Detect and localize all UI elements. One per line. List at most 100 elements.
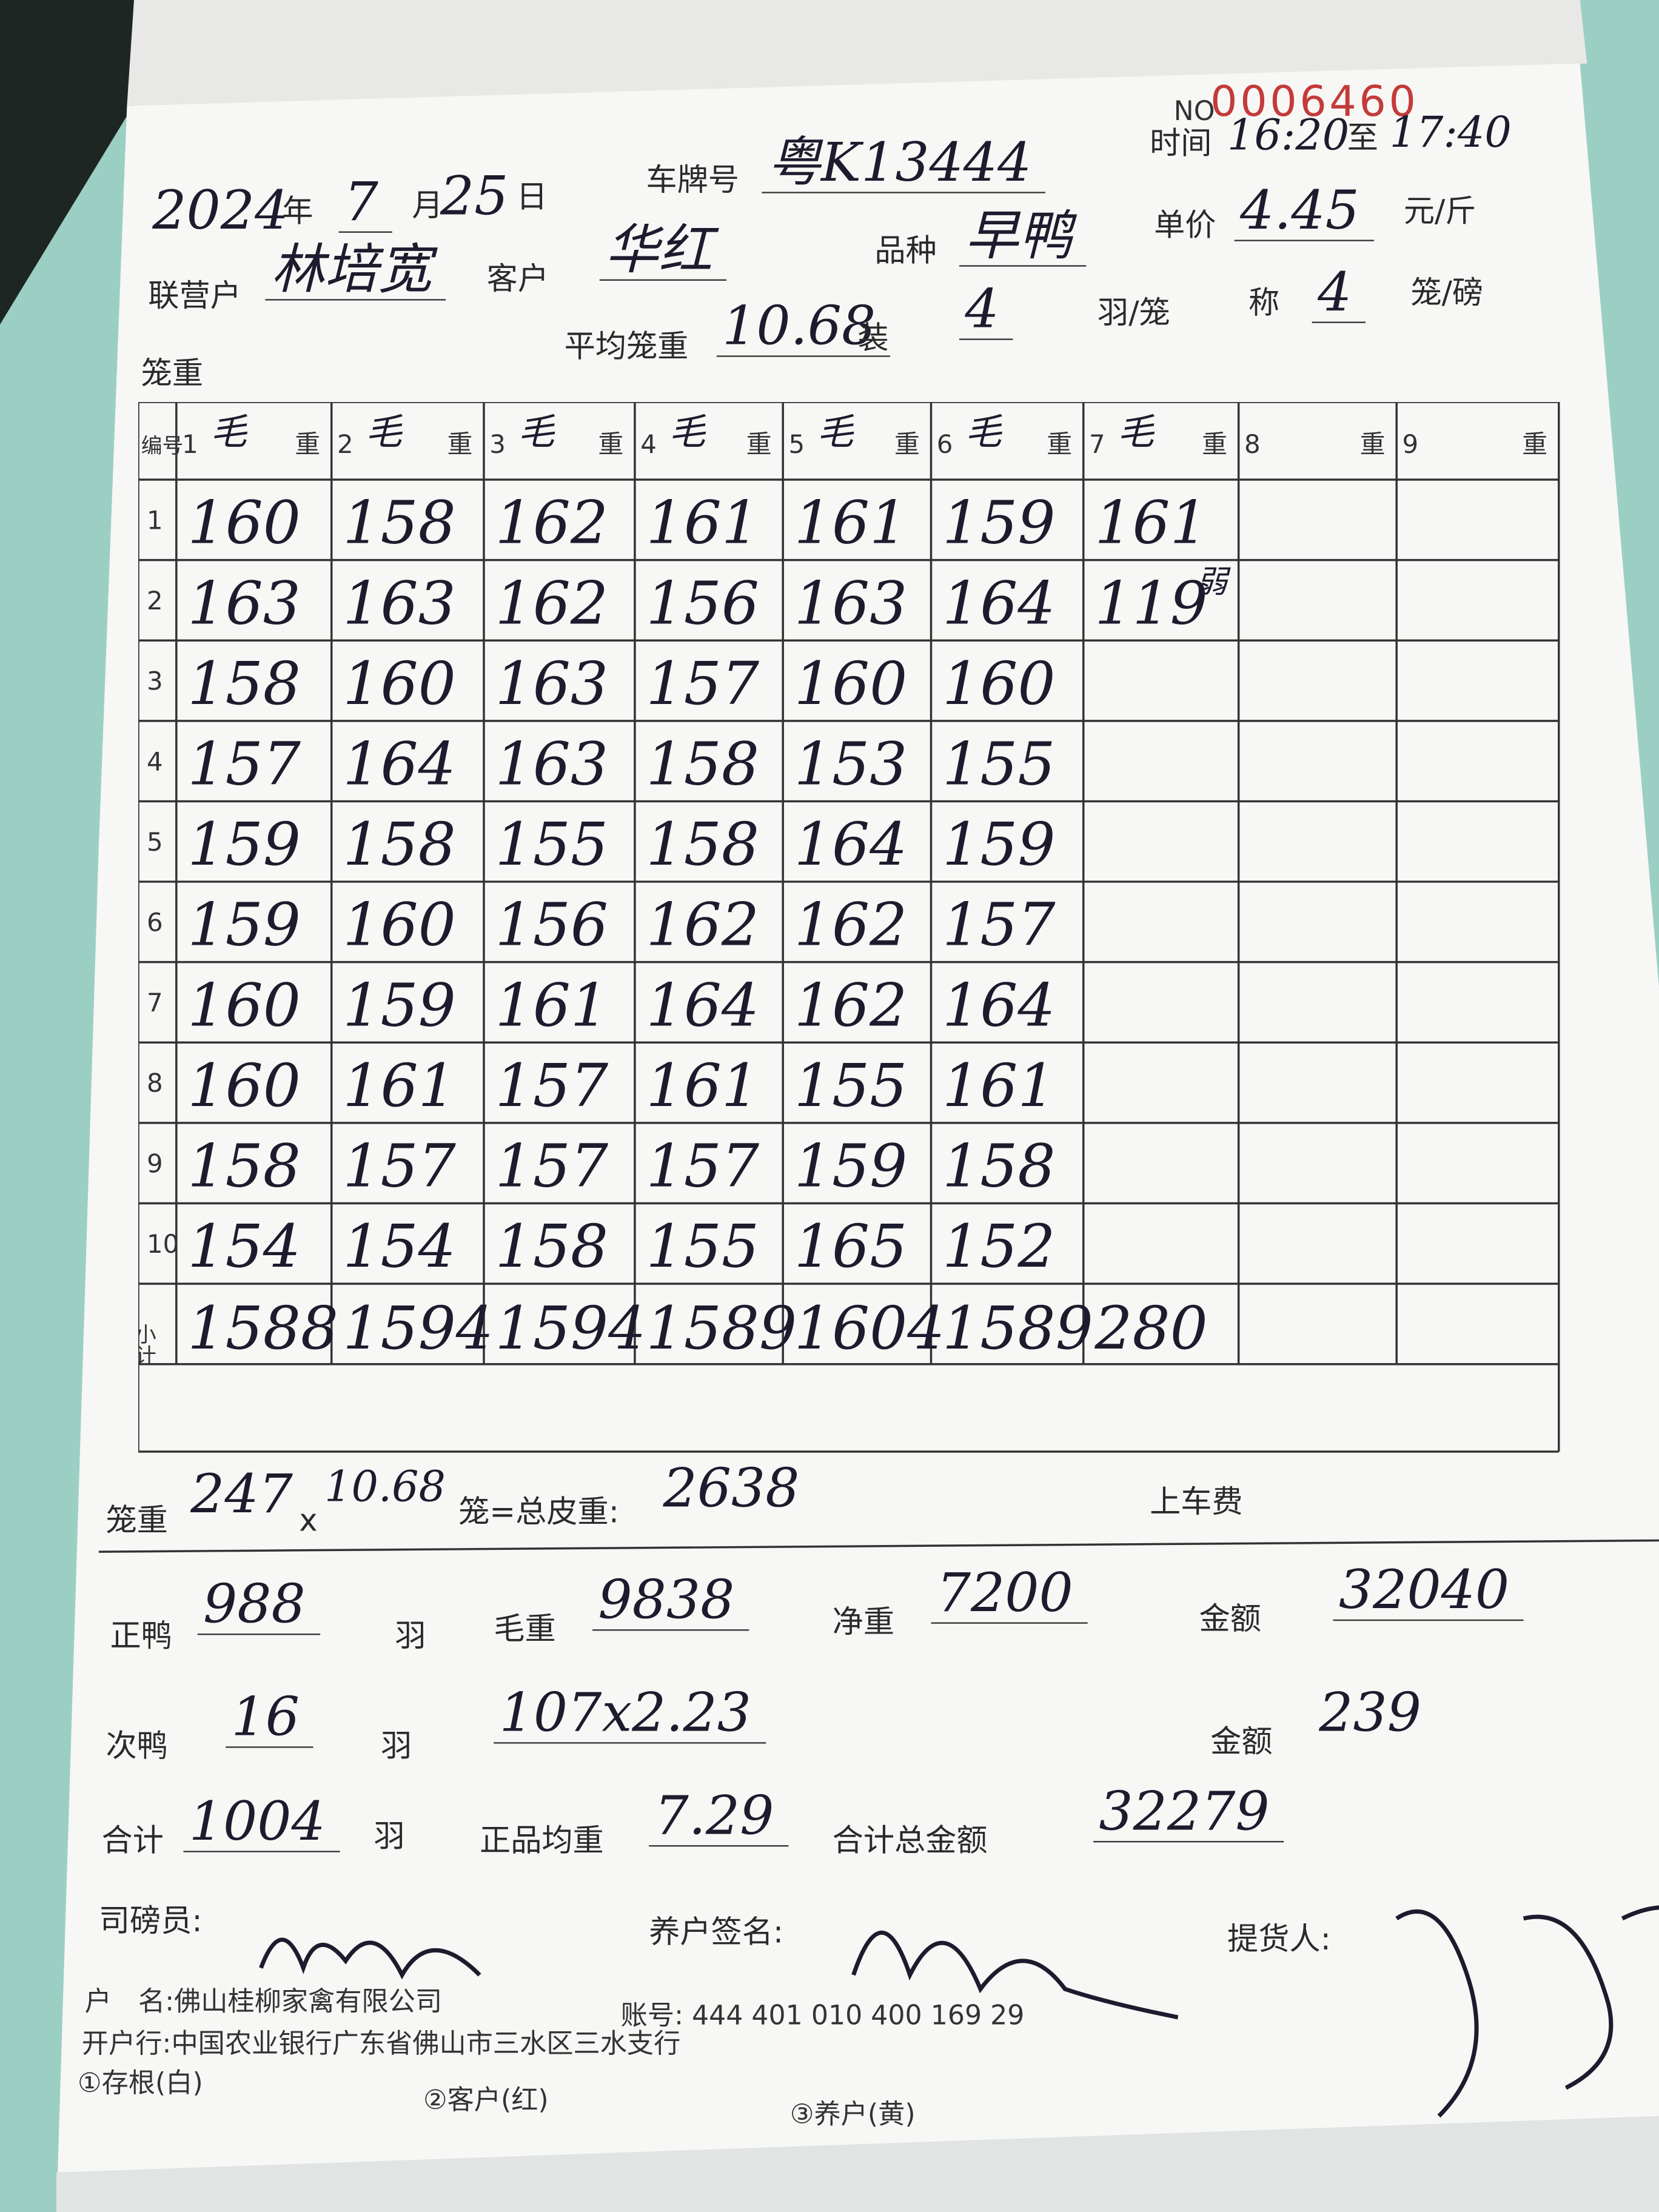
weight: 164 bbox=[794, 810, 908, 879]
weight: 163 bbox=[495, 649, 608, 719]
col-number: 4 bbox=[640, 429, 657, 459]
weight: 162 bbox=[495, 489, 608, 558]
weight: 159 bbox=[343, 971, 456, 1040]
weight: 153 bbox=[794, 730, 908, 799]
weight: 161 bbox=[942, 1051, 1056, 1121]
weight: 1594 bbox=[343, 1294, 494, 1363]
weight: 158 bbox=[646, 810, 760, 879]
col-number: 5 bbox=[789, 429, 805, 459]
row-number: 8 bbox=[147, 1068, 163, 1098]
paper-shadow bbox=[56, 2116, 1659, 2212]
field: 笼/磅 bbox=[1410, 276, 1484, 312]
weight: 155 bbox=[495, 810, 608, 879]
weight: 157 bbox=[646, 1132, 760, 1201]
col-unit: 重 bbox=[894, 429, 920, 459]
weight: 152 bbox=[942, 1212, 1056, 1281]
weight: 161 bbox=[1094, 489, 1207, 558]
field: 金额 bbox=[1199, 1602, 1261, 1638]
col-handwritten: 毛 bbox=[366, 411, 403, 454]
weight: 1604 bbox=[794, 1294, 945, 1363]
weight: 1594 bbox=[495, 1294, 646, 1363]
weight: 1589 bbox=[942, 1294, 1093, 1363]
torn-stub bbox=[127, 0, 1587, 106]
subtotal-label: 小计 bbox=[138, 1323, 156, 1366]
weight: 160 bbox=[343, 649, 456, 719]
paper bbox=[56, 63, 1659, 2212]
field: 239 bbox=[1319, 1681, 1422, 1744]
field: ②客户(红) bbox=[423, 2085, 549, 2116]
field: 9838 bbox=[592, 1573, 749, 1631]
signature bbox=[851, 1930, 1179, 2020]
field: 司磅员: bbox=[98, 1904, 203, 1940]
weight: 280 bbox=[1094, 1294, 1208, 1363]
col-number: 8 bbox=[1244, 429, 1261, 459]
col-handwritten: 毛 bbox=[817, 411, 854, 454]
weight: 163 bbox=[187, 569, 300, 638]
weight: 156 bbox=[646, 569, 760, 638]
weight: 164 bbox=[942, 569, 1056, 638]
field: 7.29 bbox=[649, 1789, 788, 1847]
col-number: 7 bbox=[1089, 429, 1105, 459]
field: 称 bbox=[1248, 286, 1280, 322]
weight: 165 bbox=[794, 1212, 908, 1281]
note: 弱 bbox=[1196, 564, 1231, 600]
field: 羽/笼 bbox=[1098, 296, 1170, 332]
weight: 154 bbox=[343, 1212, 456, 1281]
date-year: 2024 bbox=[152, 179, 289, 241]
row-number: 4 bbox=[147, 746, 163, 776]
serial-number: 0006460 bbox=[1210, 77, 1419, 127]
field: 羽 bbox=[395, 1619, 426, 1655]
signature bbox=[1395, 1905, 1659, 2118]
col-unit: 重 bbox=[598, 429, 623, 459]
field: 品种 bbox=[874, 234, 937, 270]
plate: 粤K13444 bbox=[762, 135, 1046, 193]
field: 装 bbox=[857, 321, 889, 357]
weight: 160 bbox=[343, 891, 456, 960]
id-header: 编号 bbox=[141, 434, 184, 458]
weight: 163 bbox=[794, 569, 908, 638]
field: 提货人: bbox=[1227, 1923, 1331, 1959]
col-unit: 重 bbox=[1047, 429, 1072, 459]
customer: 华红 bbox=[599, 223, 727, 281]
col-handwritten: 毛 bbox=[518, 411, 555, 454]
field: 正品均重 bbox=[480, 1824, 604, 1860]
weight: 155 bbox=[942, 730, 1056, 799]
field: 至 bbox=[1347, 121, 1379, 157]
row-number: 10 bbox=[147, 1229, 179, 1259]
weight: 161 bbox=[495, 971, 608, 1040]
field: 1004 bbox=[183, 1794, 340, 1852]
field: x bbox=[299, 1504, 318, 1540]
weight: 160 bbox=[187, 489, 300, 558]
weight: 1588 bbox=[187, 1294, 338, 1363]
field: 年 bbox=[282, 195, 313, 230]
weight: 161 bbox=[794, 489, 908, 558]
weight: 160 bbox=[187, 971, 300, 1040]
weight: 159 bbox=[187, 810, 300, 879]
col-number: 3 bbox=[489, 429, 506, 459]
weight: 158 bbox=[942, 1132, 1056, 1201]
weight: 159 bbox=[942, 489, 1056, 558]
col-handwritten: 毛 bbox=[1118, 411, 1155, 454]
weight: 157 bbox=[646, 649, 760, 719]
weight: 164 bbox=[646, 971, 760, 1040]
col-unit: 重 bbox=[1202, 429, 1227, 459]
field: 羽 bbox=[374, 1820, 405, 1855]
weight: 159 bbox=[942, 810, 1056, 879]
weight: 158 bbox=[495, 1212, 608, 1281]
field: 日 bbox=[516, 180, 548, 216]
row-number: 2 bbox=[147, 586, 163, 615]
weight: 158 bbox=[343, 810, 456, 879]
field: 次鸭 bbox=[106, 1729, 168, 1765]
date-month: 7 bbox=[338, 175, 393, 233]
weight: 157 bbox=[942, 891, 1056, 960]
weight: 164 bbox=[343, 730, 456, 799]
field: 月 bbox=[412, 189, 443, 224]
field: ①存根(白) bbox=[77, 2068, 203, 2099]
col-number: 1 bbox=[182, 429, 198, 459]
field: 单价 bbox=[1154, 209, 1216, 244]
field: 联营户 bbox=[148, 279, 241, 315]
weight: 156 bbox=[495, 891, 608, 960]
col-unit: 重 bbox=[447, 429, 473, 459]
col-unit: 重 bbox=[1522, 429, 1547, 459]
